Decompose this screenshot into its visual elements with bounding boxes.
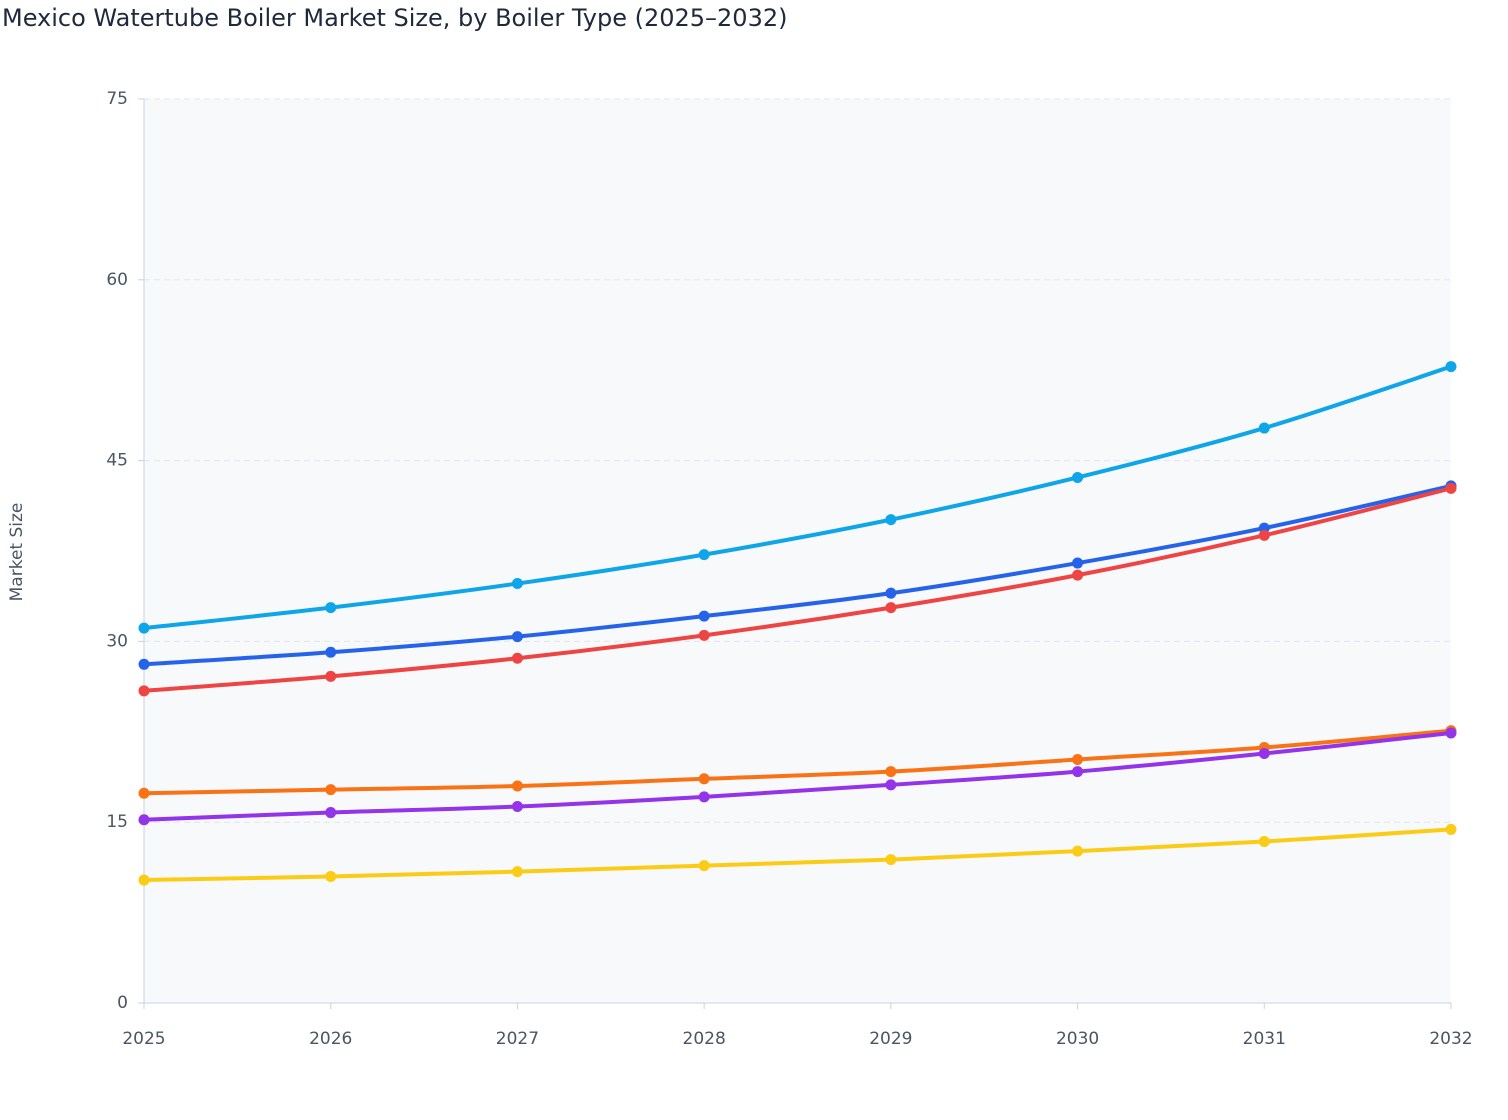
data-point xyxy=(1072,754,1084,766)
data-point xyxy=(325,870,337,882)
data-point xyxy=(698,549,710,561)
data-point xyxy=(885,766,897,778)
x-tick-label: 2027 xyxy=(496,1029,539,1049)
data-point xyxy=(511,801,523,813)
data-point xyxy=(325,670,337,682)
x-tick-label: 2032 xyxy=(1429,1029,1472,1049)
y-tick-label: 0 xyxy=(117,993,128,1013)
data-point xyxy=(138,622,150,634)
data-point xyxy=(698,629,710,641)
data-point xyxy=(698,773,710,785)
data-point xyxy=(1258,422,1270,434)
data-point xyxy=(698,860,710,872)
series-line xyxy=(143,483,1452,667)
data-point xyxy=(138,814,150,826)
x-tick-label: 2030 xyxy=(1056,1029,1099,1049)
data-point xyxy=(511,578,523,590)
data-point xyxy=(885,854,897,866)
data-point xyxy=(138,874,150,886)
data-point xyxy=(138,787,150,799)
series-line xyxy=(143,728,1452,796)
y-tick-label: 15 xyxy=(106,812,128,832)
data-point xyxy=(698,610,710,622)
data-point xyxy=(698,791,710,803)
y-tick-label: 60 xyxy=(106,270,128,290)
data-point xyxy=(1445,727,1457,739)
data-point xyxy=(1258,747,1270,759)
data-point xyxy=(1072,471,1084,483)
data-point xyxy=(885,602,897,614)
series-line xyxy=(143,364,1452,631)
data-point xyxy=(1258,529,1270,541)
x-tick-label: 2029 xyxy=(869,1029,912,1049)
x-tick-label: 2025 xyxy=(122,1029,165,1049)
data-point xyxy=(1445,823,1457,835)
data-point xyxy=(138,658,150,670)
data-point xyxy=(1445,361,1457,373)
y-tick-label: 75 xyxy=(106,89,128,109)
series-line xyxy=(143,827,1452,883)
data-point xyxy=(511,866,523,878)
data-point xyxy=(885,514,897,526)
data-point xyxy=(511,652,523,664)
x-tick-label: 2028 xyxy=(683,1029,726,1049)
data-point xyxy=(325,784,337,796)
data-point xyxy=(885,779,897,791)
x-tick-label: 2031 xyxy=(1243,1029,1286,1049)
data-point xyxy=(325,646,337,658)
data-point xyxy=(885,587,897,599)
data-point xyxy=(1445,482,1457,494)
data-point xyxy=(1072,845,1084,857)
x-tick-label: 2026 xyxy=(309,1029,352,1049)
chart-title: Mexico Watertube Boiler Market Size, by … xyxy=(2,4,787,32)
y-tick-label: 30 xyxy=(106,631,128,651)
data-point xyxy=(1072,569,1084,581)
data-point xyxy=(511,631,523,643)
data-point xyxy=(1072,557,1084,569)
data-point xyxy=(325,602,337,614)
data-point xyxy=(1072,766,1084,778)
data-point xyxy=(138,685,150,697)
y-axis-label: Market Size xyxy=(7,503,27,602)
plot-background xyxy=(144,99,1451,1003)
data-point xyxy=(511,780,523,792)
series-line xyxy=(143,731,1452,822)
series-line xyxy=(143,486,1452,693)
data-point xyxy=(325,807,337,819)
y-tick-label: 45 xyxy=(106,451,128,471)
data-point xyxy=(1258,835,1270,847)
